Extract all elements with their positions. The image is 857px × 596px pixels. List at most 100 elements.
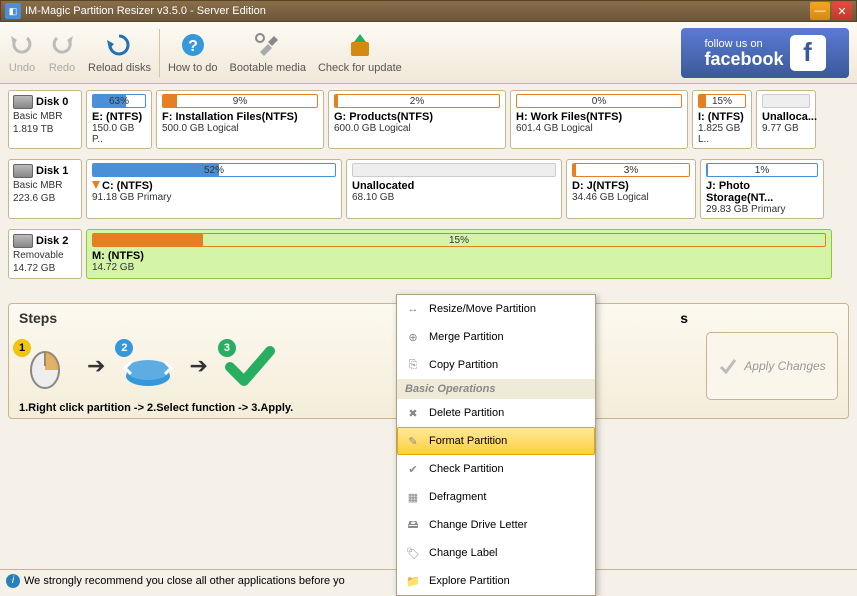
- resize-icon: ↔: [405, 301, 421, 317]
- disk-size: 1.819 TB: [13, 124, 77, 135]
- disk-label[interactable]: Disk 0Basic MBR1.819 TB: [8, 90, 82, 149]
- explore-icon: 📁: [405, 573, 421, 589]
- partition-size: 14.72 GB: [92, 262, 826, 273]
- menu-format[interactable]: ✎Format Partition: [397, 427, 595, 455]
- menu-delete[interactable]: ✖Delete Partition: [397, 399, 595, 427]
- partition-size: 34.46 GB Logical: [572, 192, 690, 203]
- how-to-button[interactable]: ? How to do: [168, 31, 218, 74]
- disk-size: 14.72 GB: [13, 263, 77, 274]
- format-icon: ✎: [405, 433, 421, 449]
- partition[interactable]: Unallocated68.10 GB: [346, 159, 562, 219]
- disk-name: Disk 2: [36, 235, 68, 247]
- partition[interactable]: 15% M: (NTFS)14.72 GB: [86, 229, 832, 279]
- partition-usage: 3%: [573, 164, 689, 176]
- partition-name: D: J(NTFS): [572, 180, 690, 192]
- disk-name: Disk 1: [36, 165, 68, 177]
- menu-resize[interactable]: ↔Resize/Move Partition: [397, 295, 595, 323]
- undo-button[interactable]: Undo: [8, 31, 36, 74]
- check-partition-icon: ✔: [405, 461, 421, 477]
- step-3: 3: [224, 341, 276, 391]
- merge-icon: ⊕: [405, 329, 421, 345]
- partition-size: 1.825 GB L..: [698, 123, 746, 145]
- disk-icon: [13, 95, 33, 109]
- arrow-icon: ➔: [189, 353, 207, 379]
- disk-icon: [13, 234, 33, 248]
- partition-name: E: (NTFS): [92, 111, 146, 123]
- partition-usage: 0%: [517, 95, 681, 107]
- facebook-banner[interactable]: follow us on facebook f: [681, 28, 849, 78]
- menu-copy[interactable]: ⎘Copy Partition: [397, 351, 595, 379]
- info-icon: i: [6, 574, 20, 588]
- partition-size: 91.18 GB Primary: [92, 192, 336, 203]
- partition-usage: 9%: [163, 95, 317, 107]
- partition[interactable]: 3% D: J(NTFS)34.46 GB Logical: [566, 159, 696, 219]
- partition-name: M: (NTFS): [92, 250, 826, 262]
- arrow-icon: ➔: [87, 353, 105, 379]
- redo-icon: [48, 31, 76, 59]
- context-menu: ↔Resize/Move Partition ⊕Merge Partition …: [396, 294, 596, 596]
- menu-change-letter[interactable]: 🖴Change Drive Letter: [397, 511, 595, 539]
- label-icon: 🏷: [405, 545, 421, 561]
- partition-name: F: Installation Files(NTFS): [162, 111, 318, 123]
- update-icon: [346, 31, 374, 59]
- partition-name: J: Photo Storage(NT...: [706, 180, 818, 204]
- step-1: 1: [19, 341, 71, 391]
- disk-row: Disk 2Removable14.72 GB15%M: (NTFS)14.72…: [8, 229, 849, 279]
- partition[interactable]: 0% H: Work Files(NTFS)601.4 GB Logical: [510, 90, 688, 149]
- menu-check[interactable]: ✔Check Partition: [397, 455, 595, 483]
- partition-size: 600.0 GB Logical: [334, 123, 500, 134]
- tools-icon: [254, 31, 282, 59]
- menu-header-basic: Basic Operations: [397, 379, 595, 399]
- help-icon: ?: [179, 31, 207, 59]
- disk-type: Removable: [13, 250, 77, 261]
- menu-defrag[interactable]: ▦Defragment: [397, 483, 595, 511]
- drive-letter-icon: 🖴: [405, 517, 421, 533]
- apply-icon: [718, 357, 738, 375]
- reload-disks-button[interactable]: Reload disks: [88, 31, 151, 74]
- partition[interactable]: Unalloca...9.77 GB: [756, 90, 816, 149]
- menu-merge[interactable]: ⊕Merge Partition: [397, 323, 595, 351]
- step-2: 2: [121, 341, 173, 391]
- disk-name: Disk 0: [36, 96, 68, 108]
- defrag-icon: ▦: [405, 489, 421, 505]
- partition-usage: 1%: [707, 164, 817, 176]
- svg-text:?: ?: [188, 38, 198, 55]
- disk-label[interactable]: Disk 1Basic MBR223.6 GB: [8, 159, 82, 219]
- partition[interactable]: 9% F: Installation Files(NTFS)500.0 GB Lo…: [156, 90, 324, 149]
- partition-name: Unalloca...: [762, 111, 810, 123]
- partition-usage: 15%: [93, 234, 825, 246]
- partition-usage: 2%: [335, 95, 499, 107]
- status-text: We strongly recommend you close all othe…: [24, 575, 345, 587]
- primary-marker-icon: [92, 181, 100, 189]
- close-button[interactable]: ✕: [832, 2, 852, 20]
- redo-button[interactable]: Redo: [48, 31, 76, 74]
- menu-change-label[interactable]: 🏷Change Label: [397, 539, 595, 567]
- check-update-button[interactable]: Check for update: [318, 31, 402, 74]
- partition-size: 150.0 GB P..: [92, 123, 146, 145]
- partition-name: H: Work Files(NTFS): [516, 111, 682, 123]
- minimize-button[interactable]: —: [810, 2, 830, 20]
- bootable-media-button[interactable]: Bootable media: [230, 31, 306, 74]
- disk-label[interactable]: Disk 2 Removable 14.72 GB: [8, 229, 82, 279]
- delete-icon: ✖: [405, 405, 421, 421]
- partition[interactable]: 15% I: (NTFS)1.825 GB L..: [692, 90, 752, 149]
- reload-icon: [105, 31, 133, 59]
- partition-name: I: (NTFS): [698, 111, 746, 123]
- apply-changes-button[interactable]: Apply Changes: [706, 332, 838, 400]
- partition[interactable]: 2% G: Products(NTFS)600.0 GB Logical: [328, 90, 506, 149]
- disk-type: Basic MBR: [13, 180, 77, 191]
- partition-usage: 15%: [699, 95, 745, 107]
- partition-name: G: Products(NTFS): [334, 111, 500, 123]
- partition-size: 9.77 GB: [762, 123, 810, 134]
- partition-size: 500.0 GB Logical: [162, 123, 318, 134]
- partition-size: 68.10 GB: [352, 192, 556, 203]
- toolbar: Undo Redo Reload disks ? How to do Boota…: [0, 22, 857, 84]
- partition-usage: 52%: [93, 164, 335, 176]
- disk-row: Disk 1Basic MBR223.6 GB52%C: (NTFS)91.18…: [8, 159, 849, 219]
- undo-icon: [8, 31, 36, 59]
- partition[interactable]: 52% C: (NTFS)91.18 GB Primary: [86, 159, 342, 219]
- partition[interactable]: 63%E: (NTFS)150.0 GB P..: [86, 90, 152, 149]
- partition-name: C: (NTFS): [92, 180, 336, 192]
- partition-size: 601.4 GB Logical: [516, 123, 682, 134]
- partition[interactable]: 1%J: Photo Storage(NT...29.83 GB Primary: [700, 159, 824, 219]
